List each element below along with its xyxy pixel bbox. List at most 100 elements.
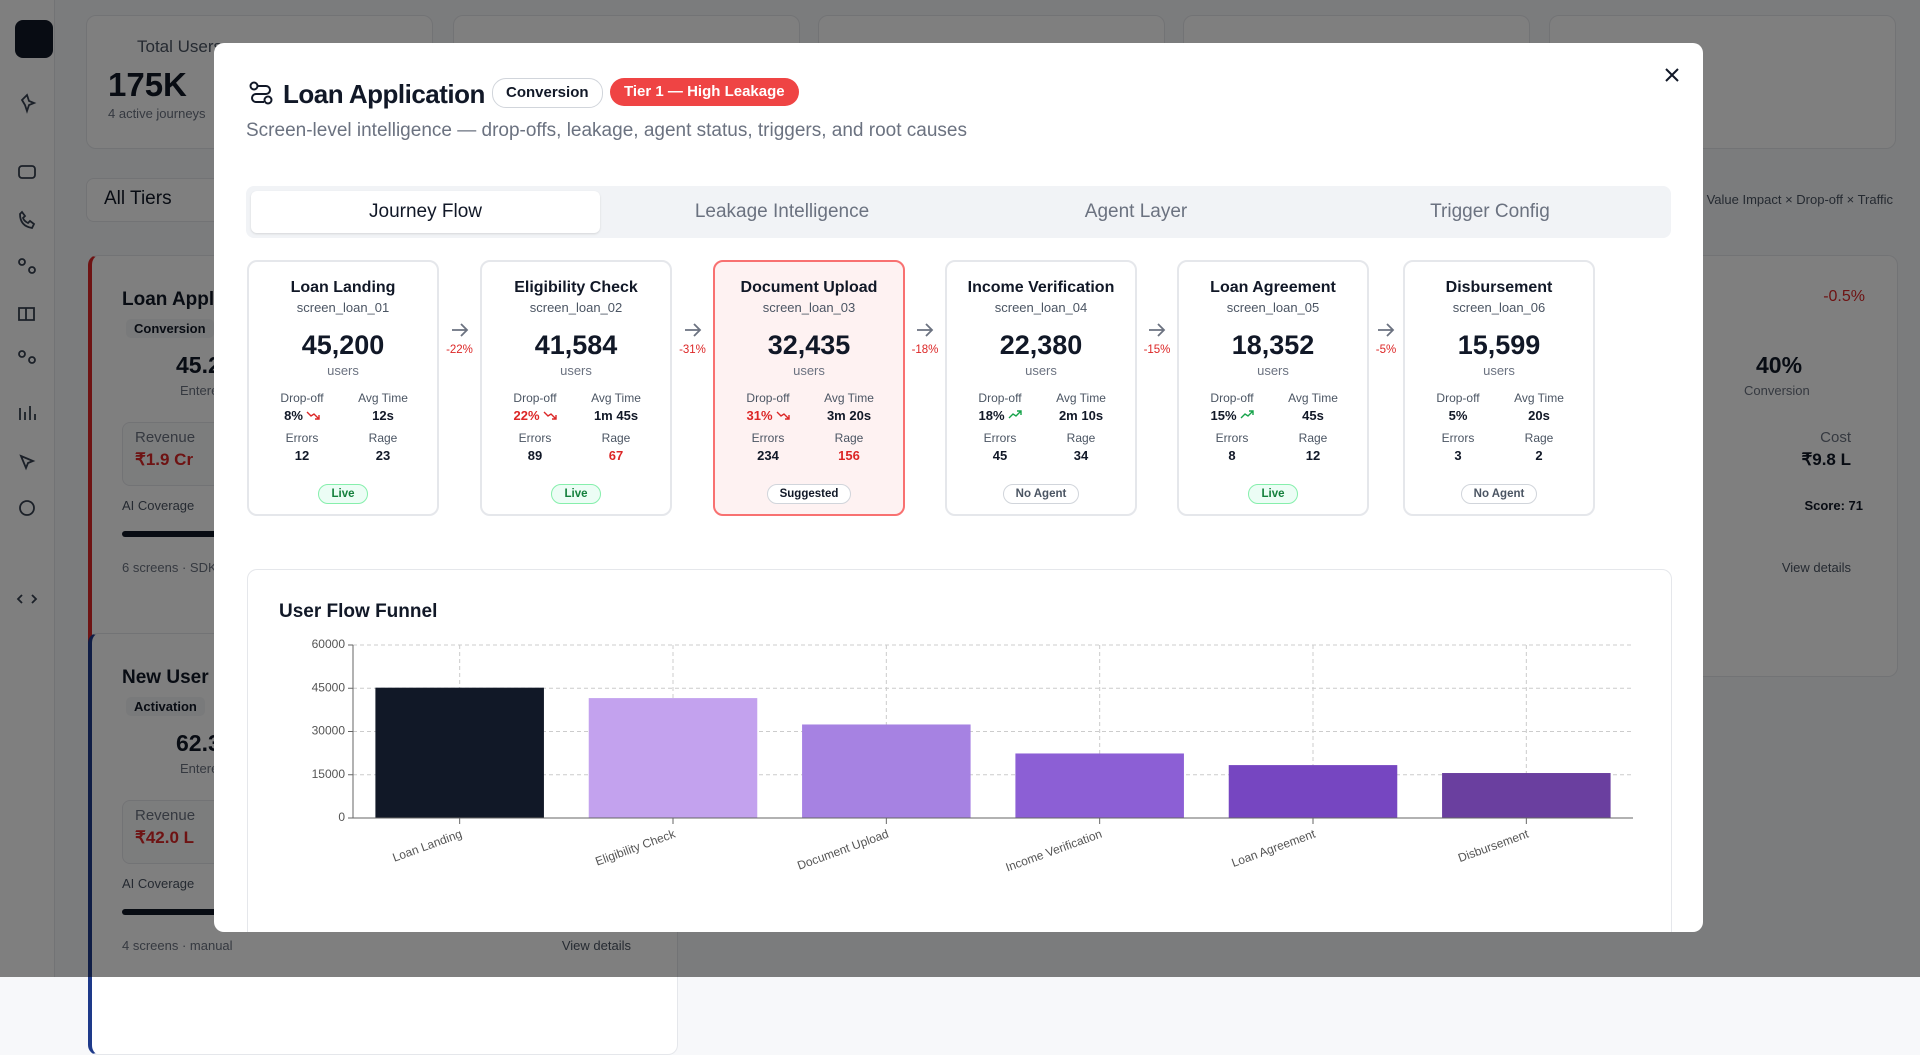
metric-value: 5% xyxy=(1418,408,1498,423)
agent-badge-row: No Agent xyxy=(945,484,1137,504)
metric-label: Rage xyxy=(343,431,423,445)
metric-value: 12s xyxy=(343,408,423,423)
tab[interactable]: Trigger Config xyxy=(1313,191,1667,233)
metric-value: 67 xyxy=(576,448,656,463)
metric-label: Drop-off xyxy=(1192,391,1272,405)
flow-drop: -31% xyxy=(663,344,723,356)
metric-value: 3 xyxy=(1418,448,1498,463)
metric-value: 12 xyxy=(262,448,342,463)
metric-value: 18% xyxy=(960,408,1040,423)
flow-arrow xyxy=(1148,322,1166,343)
screen-id: screen_loan_05 xyxy=(1177,300,1369,315)
metric-label: Errors xyxy=(262,431,342,445)
metric-label: Errors xyxy=(1192,431,1272,445)
metric-label: Drop-off xyxy=(495,391,575,405)
screen-id: screen_loan_04 xyxy=(945,300,1137,315)
modal-subtitle: Screen-level intelligence — drop-offs, l… xyxy=(246,120,967,142)
metric-label: Rage xyxy=(576,431,656,445)
agent-badge[interactable]: Live xyxy=(1248,484,1297,504)
modal-title: Loan Application xyxy=(283,79,485,110)
metric-label: Avg Time xyxy=(343,391,423,405)
screen-name: Document Upload xyxy=(713,279,905,297)
screen-card[interactable] xyxy=(713,260,905,516)
flow-arrow xyxy=(1377,322,1395,343)
agent-badge[interactable]: No Agent xyxy=(1461,484,1538,504)
metric-value: 45 xyxy=(960,448,1040,463)
agent-badge-row: Suggested xyxy=(713,484,905,504)
metric-value: 2m 10s xyxy=(1041,408,1121,423)
screen-card[interactable] xyxy=(1177,260,1369,516)
metric-value: 2 xyxy=(1499,448,1579,463)
metric-value: 8% xyxy=(262,408,342,423)
badge: Tier 1 — High Leakage xyxy=(610,78,799,106)
metric-label: Errors xyxy=(728,431,808,445)
flow-drop: -22% xyxy=(430,344,490,356)
metric-value: 1m 45s xyxy=(576,408,656,423)
screen-name: Income Verification xyxy=(945,279,1137,297)
flow-arrow xyxy=(916,322,934,343)
screen-card[interactable] xyxy=(480,260,672,516)
agent-badge[interactable]: Suggested xyxy=(767,484,852,504)
screen-users: 45,200 xyxy=(247,330,439,361)
close-button[interactable] xyxy=(1663,66,1681,84)
metric-label: Avg Time xyxy=(1499,391,1579,405)
metric-value: 20s xyxy=(1499,408,1579,423)
tab[interactable]: Leakage Intelligence xyxy=(605,191,959,233)
users-label: users xyxy=(247,363,439,378)
metric-label: Drop-off xyxy=(960,391,1040,405)
chart-title: User Flow Funnel xyxy=(279,601,437,623)
flow-drop: -18% xyxy=(895,344,955,356)
tab[interactable]: Journey Flow xyxy=(251,191,600,233)
modal: Loan Application Conversion Tier 1 — Hig… xyxy=(214,43,1703,932)
agent-badge[interactable]: No Agent xyxy=(1003,484,1080,504)
metric-label: Avg Time xyxy=(809,391,889,405)
users-label: users xyxy=(1403,363,1595,378)
screen-users: 32,435 xyxy=(713,330,905,361)
metric-label: Errors xyxy=(960,431,1040,445)
metric-value: 23 xyxy=(343,448,423,463)
screen-id: screen_loan_03 xyxy=(713,300,905,315)
screen-id: screen_loan_02 xyxy=(480,300,672,315)
flow-arrow xyxy=(451,322,469,343)
screen-card[interactable] xyxy=(247,260,439,516)
screen-users: 41,584 xyxy=(480,330,672,361)
metric-value: 34 xyxy=(1041,448,1121,463)
metric-label: Drop-off xyxy=(262,391,342,405)
metric-label: Rage xyxy=(1041,431,1121,445)
metric-label: Drop-off xyxy=(1418,391,1498,405)
screen-users: 15,599 xyxy=(1403,330,1595,361)
flow-drop: -5% xyxy=(1356,344,1416,356)
users-label: users xyxy=(1177,363,1369,378)
tab[interactable]: Agent Layer xyxy=(959,191,1313,233)
screen-card[interactable] xyxy=(1403,260,1595,516)
metric-value: 15% xyxy=(1192,408,1272,423)
page: Total Users 175K 4 active journeys All T… xyxy=(0,0,1920,977)
agent-badge-row: Live xyxy=(1177,484,1369,504)
metric-value: 89 xyxy=(495,448,575,463)
screen-id: screen_loan_06 xyxy=(1403,300,1595,315)
screen-name: Loan Landing xyxy=(247,279,439,297)
agent-badge[interactable]: Live xyxy=(551,484,600,504)
screen-id: screen_loan_01 xyxy=(247,300,439,315)
metric-value: 45s xyxy=(1273,408,1353,423)
agent-badge-row: No Agent xyxy=(1403,484,1595,504)
users-label: users xyxy=(713,363,905,378)
screen-name: Loan Agreement xyxy=(1177,279,1369,297)
agent-badge[interactable]: Live xyxy=(318,484,367,504)
flow-drop: -15% xyxy=(1127,344,1187,356)
metric-value: 3m 20s xyxy=(809,408,889,423)
badge: Conversion xyxy=(492,78,603,108)
metric-value: 234 xyxy=(728,448,808,463)
metric-value: 8 xyxy=(1192,448,1272,463)
agent-badge-row: Live xyxy=(247,484,439,504)
screen-card[interactable] xyxy=(945,260,1137,516)
metric-label: Rage xyxy=(1499,431,1579,445)
metric-label: Errors xyxy=(495,431,575,445)
metric-value: 156 xyxy=(809,448,889,463)
metric-label: Rage xyxy=(809,431,889,445)
tab-bar: Journey FlowLeakage IntelligenceAgent La… xyxy=(246,186,1671,238)
chart-panel xyxy=(247,569,1672,932)
metric-label: Errors xyxy=(1418,431,1498,445)
metric-label: Avg Time xyxy=(576,391,656,405)
screen-name: Disbursement xyxy=(1403,279,1595,297)
